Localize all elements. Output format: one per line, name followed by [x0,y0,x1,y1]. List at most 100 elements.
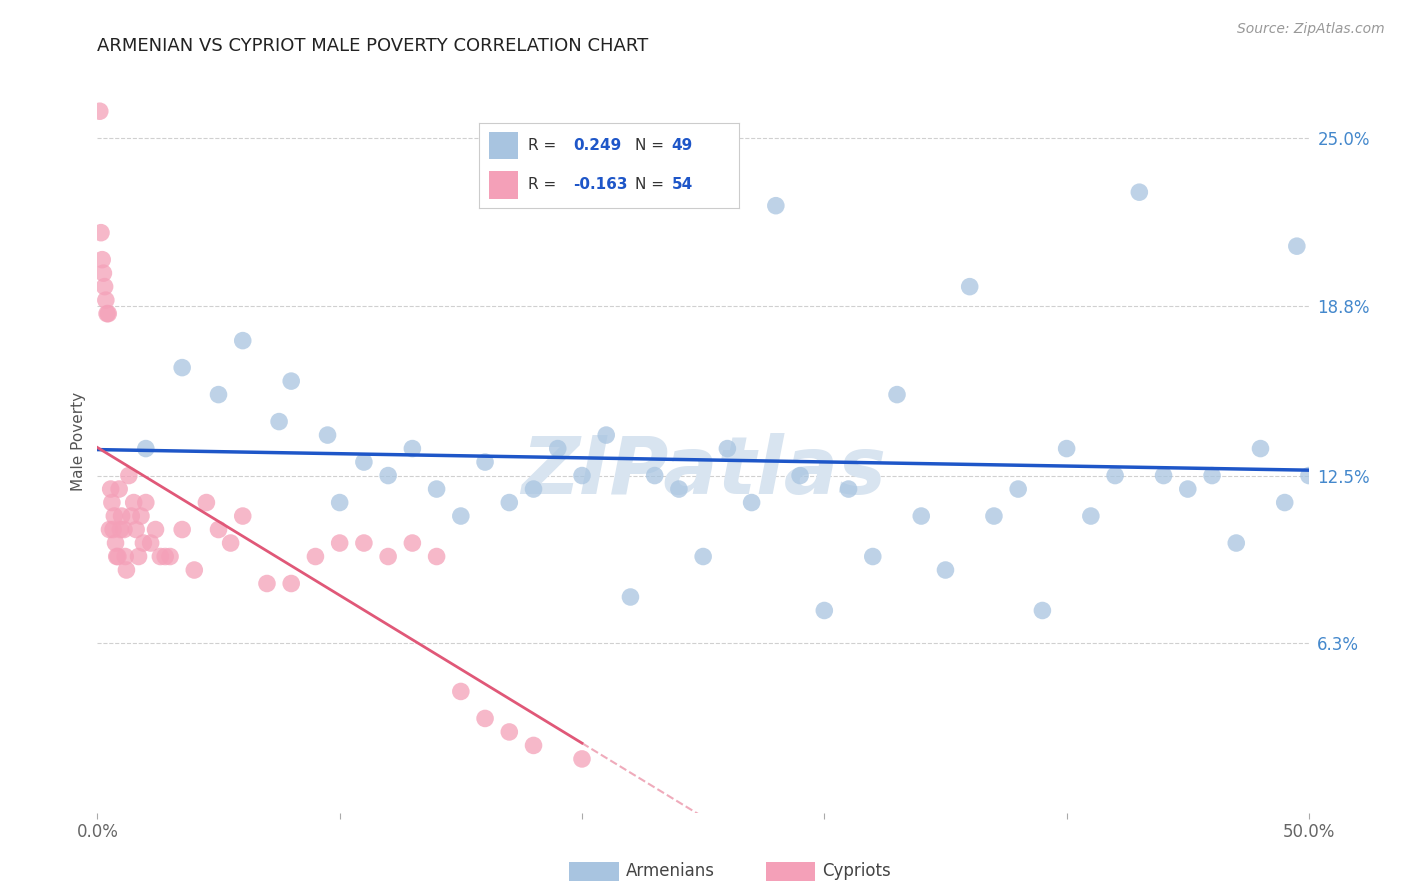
Point [522,482,544,496]
Point [97,307,120,321]
Point [172,523,194,537]
Point [1177,482,1199,496]
Point [1031,603,1053,617]
Point [886,387,908,401]
Point [128,549,150,564]
Point [426,549,449,564]
Point [692,549,714,564]
Point [90,226,112,240]
Point [118,468,141,483]
Point [232,509,254,524]
Point [1250,442,1272,456]
Point [474,711,496,725]
Point [219,536,242,550]
Point [129,509,152,524]
Point [1080,509,1102,524]
Point [316,428,339,442]
Point [232,334,254,348]
Point [110,523,132,537]
Point [120,509,142,524]
Point [269,415,291,429]
Point [96,307,118,321]
Point [122,495,145,509]
Point [1225,536,1247,550]
Point [149,549,172,564]
Point [450,684,472,698]
Point [595,428,617,442]
Point [139,536,162,550]
Point [207,523,229,537]
Point [153,549,176,564]
Point [1201,468,1223,483]
Point [862,549,884,564]
Point [195,495,218,509]
Point [959,279,981,293]
Point [498,725,520,739]
Point [716,442,738,456]
Point [280,374,302,388]
Point [135,442,157,456]
Point [838,482,860,496]
Point [1056,442,1078,456]
Point [108,482,131,496]
Point [1104,468,1126,483]
Point [125,523,148,537]
Point [107,549,129,564]
Point [304,549,326,564]
Point [98,523,121,537]
Point [1007,482,1029,496]
Point [1128,185,1150,199]
Point [547,442,569,456]
Point [571,468,593,483]
Point [401,536,423,550]
Point [377,549,399,564]
Point [89,104,111,119]
Point [1153,468,1175,483]
Point [450,509,472,524]
Point [110,509,132,524]
Text: ARMENIAN VS CYPRIOT MALE POVERTY CORRELATION CHART: ARMENIAN VS CYPRIOT MALE POVERTY CORRELA… [97,37,648,55]
Point [112,523,135,537]
Point [145,523,167,537]
Point [910,509,932,524]
Text: Armenians: Armenians [626,863,714,880]
Point [329,495,352,509]
Point [765,199,787,213]
Point [377,468,399,483]
Point [280,576,302,591]
Point [114,549,136,564]
Point [135,495,157,509]
Point [1298,468,1320,483]
Point [571,752,593,766]
Y-axis label: Male Poverty: Male Poverty [72,392,86,491]
Point [101,495,124,509]
Point [103,509,125,524]
Point [401,442,423,456]
Point [741,495,763,509]
Point [105,549,128,564]
Point [207,387,229,401]
Point [498,495,520,509]
Point [329,536,352,550]
Point [813,603,835,617]
Point [94,293,117,307]
Point [983,509,1005,524]
Point [183,563,205,577]
Point [104,536,127,550]
Point [93,266,115,280]
Point [91,252,114,267]
Point [644,468,666,483]
Point [172,360,194,375]
Point [789,468,811,483]
Point [353,536,375,550]
Point [1274,495,1296,509]
Point [474,455,496,469]
Point [159,549,181,564]
Point [934,563,956,577]
Point [426,482,449,496]
Point [256,576,278,591]
Point [100,482,122,496]
Point [619,590,641,604]
Text: ZIPatlas: ZIPatlas [520,433,886,510]
Point [93,279,115,293]
